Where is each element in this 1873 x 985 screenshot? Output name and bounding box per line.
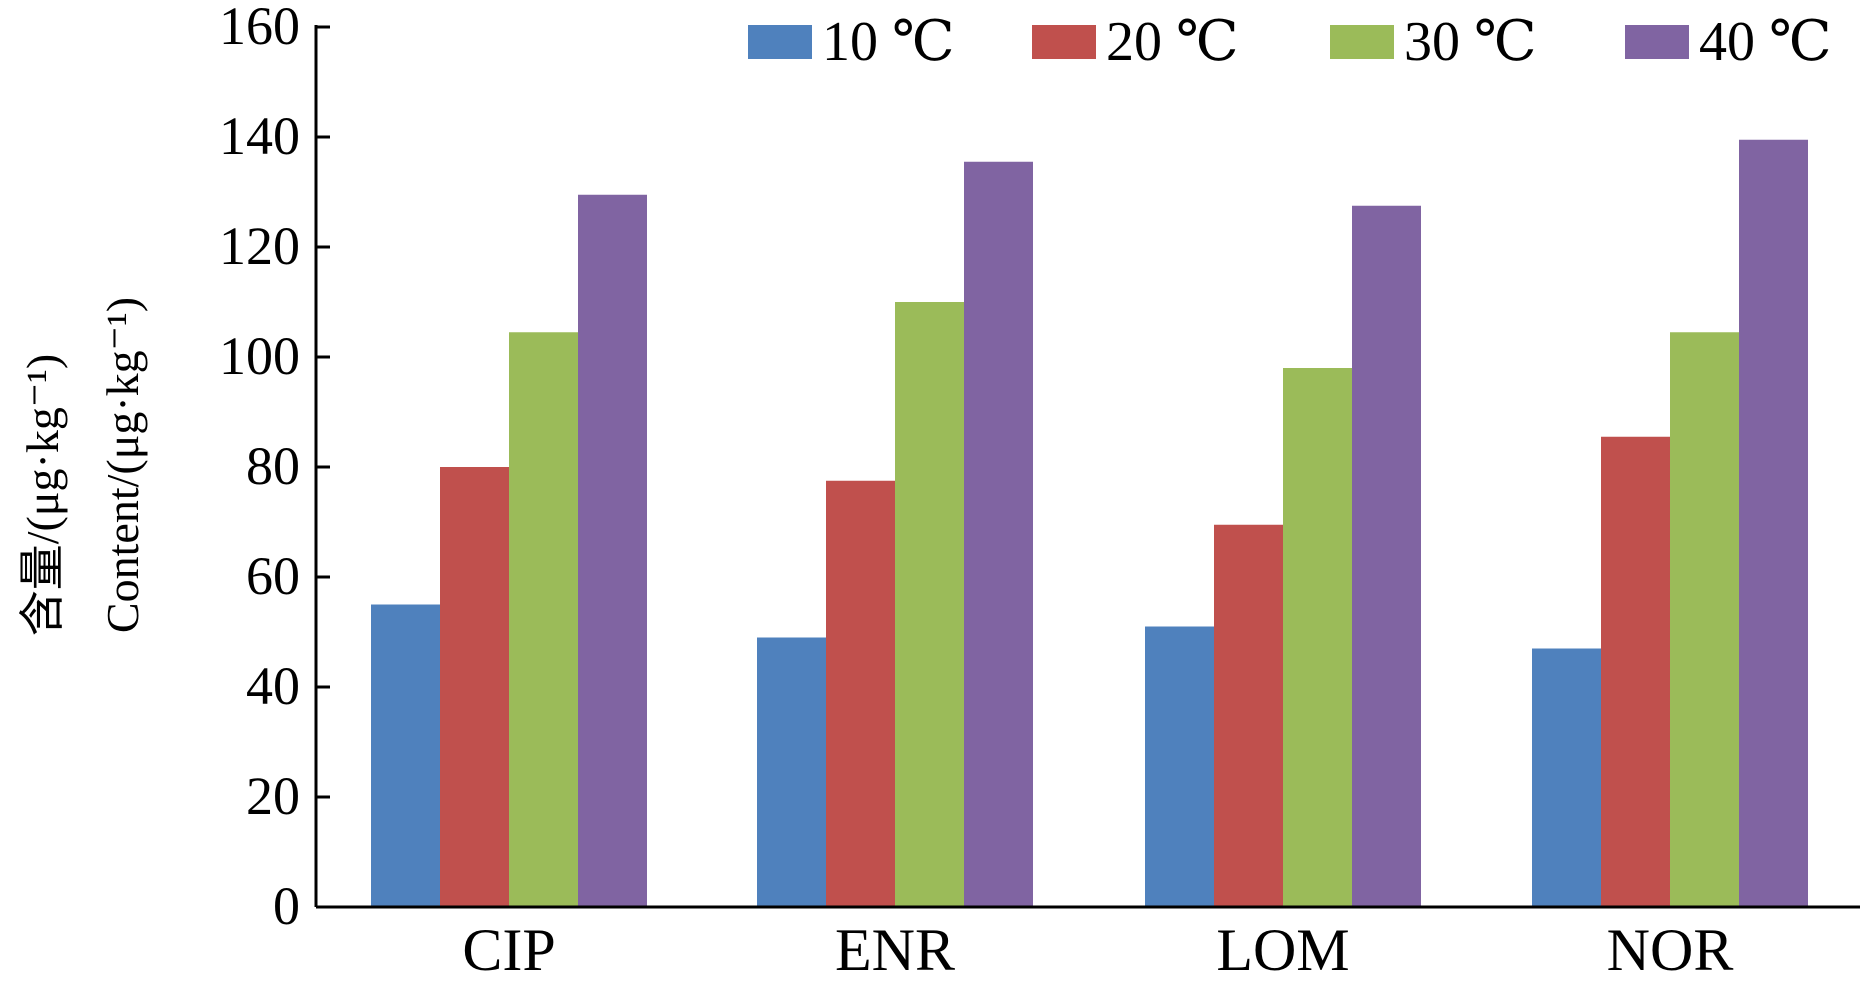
y-tick-label-100: 100 [219, 326, 300, 386]
bar-lom-series-1 [1214, 524, 1283, 907]
y-axis-label-english: Content/(μg·kg⁻¹) [97, 297, 148, 633]
bar-enr-series-0 [757, 637, 826, 907]
y-axis-label-group: 含量/(μg·kg⁻¹) Content/(μg·kg⁻¹) [17, 297, 148, 636]
legend-label-0: 10 ℃ [822, 11, 955, 73]
bar-nor-series-3 [1739, 139, 1808, 907]
bar-cip-series-3 [578, 194, 647, 907]
y-tick-label-20: 20 [246, 766, 300, 826]
y-tick-label-140: 140 [219, 106, 300, 166]
x-tick-label-enr: ENR [835, 917, 955, 980]
legend-label-1: 20 ℃ [1106, 11, 1239, 73]
axes-layer: 0 20 40 60 80 100 120 140 160 CIP ENR LOM NOR [219, 0, 1860, 983]
bar-nor-series-0 [1532, 648, 1601, 907]
bar-cip-series-2 [509, 332, 578, 907]
legend: 10 ℃ 20 ℃ 30 ℃ 40 ℃ [748, 11, 1832, 73]
bar-enr-series-2 [895, 302, 964, 907]
bar-nor-series-2 [1670, 332, 1739, 907]
y-tick-label-60: 60 [246, 546, 300, 606]
y-axis-label-chinese: 含量/(μg·kg⁻¹) [17, 354, 68, 636]
bar-cip-series-0 [371, 604, 440, 907]
y-tick-label-120: 120 [219, 216, 300, 276]
legend-swatch-1 [1032, 25, 1096, 59]
bar-enr-series-3 [964, 161, 1033, 907]
legend-swatch-2 [1330, 25, 1394, 59]
y-tick-label-80: 80 [246, 436, 300, 496]
y-tick-label-160: 160 [219, 0, 300, 56]
bar-lom-series-2 [1283, 368, 1352, 907]
bar-enr-series-1 [826, 480, 895, 907]
legend-swatch-0 [748, 25, 812, 59]
y-tick-label-40: 40 [246, 656, 300, 716]
x-tick-label-lom: LOM [1216, 917, 1349, 980]
legend-label-2: 30 ℃ [1404, 11, 1537, 73]
x-tick-label-cip: CIP [462, 917, 555, 980]
bar-nor-series-1 [1601, 436, 1670, 907]
x-tick-label-nor: NOR [1607, 917, 1734, 980]
y-tick-label-0: 0 [273, 876, 300, 936]
bars-layer [371, 139, 1808, 907]
legend-label-3: 40 ℃ [1699, 11, 1832, 73]
legend-swatch-3 [1625, 25, 1689, 59]
bar-lom-series-3 [1352, 205, 1421, 907]
bar-lom-series-0 [1145, 626, 1214, 907]
bar-cip-series-1 [440, 467, 509, 907]
